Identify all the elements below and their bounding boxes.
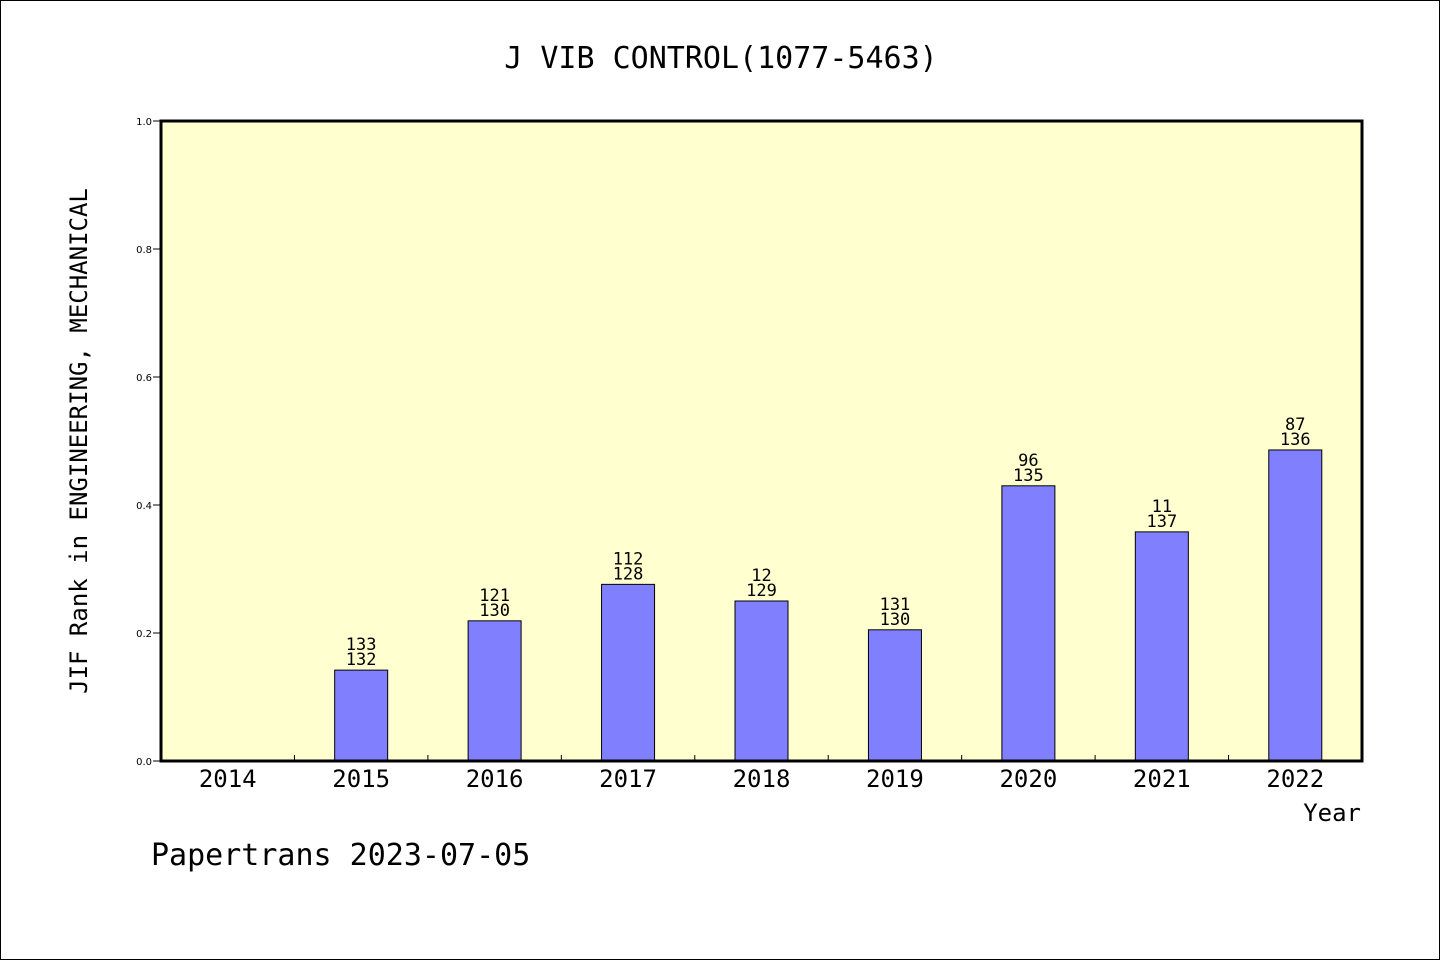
bar-rank-label: 12 — [751, 566, 771, 586]
bar-total-label: 137 — [1146, 512, 1177, 532]
x-tick-label: 2022 — [1266, 765, 1324, 793]
y-tick-label: 0.2 — [136, 629, 152, 640]
x-axis: 2014 2015 2016 2017 2018 2019 2020 2021 2022 — [199, 755, 1324, 793]
bar-total-label: 130 — [479, 601, 510, 621]
x-tick-label: 2016 — [466, 765, 524, 793]
x-tick-label: 2018 — [733, 765, 791, 793]
bar — [601, 583, 656, 762]
y-axis-label: JIF Rank in ENGINEERING, MECHANICAL — [65, 188, 93, 694]
y-tick-label: 0.6 — [136, 373, 152, 384]
x-tick-label: 2019 — [866, 765, 924, 793]
y-tick-label: 0.8 — [136, 245, 152, 256]
bar-rank-label: 11 — [1152, 497, 1172, 517]
x-tick-label: 2017 — [599, 765, 657, 793]
bar-rank-label: 131 — [880, 595, 911, 615]
bar — [867, 629, 922, 762]
bar — [334, 669, 389, 762]
bar-total-label: 136 — [1280, 430, 1311, 450]
y-tick-label: 0.0 — [136, 757, 152, 768]
bar-rank-label: 96 — [1018, 451, 1038, 471]
y-tick-label: 0.4 — [136, 501, 152, 512]
footer-credit: Papertrans 2023-07-05 — [151, 838, 530, 873]
x-axis-label: Year — [1303, 799, 1361, 827]
y-axis: 0.0 0.2 0.4 0.6 0.8 1.0 — [136, 117, 161, 768]
bar-rank-label: 87 — [1285, 415, 1305, 435]
x-tick-label: 2021 — [1133, 765, 1191, 793]
x-tick-label: 2015 — [332, 765, 390, 793]
bar-total-label: 132 — [346, 650, 377, 670]
bar-rank-label: 121 — [479, 586, 510, 606]
x-tick-label: 2020 — [999, 765, 1057, 793]
bar — [734, 600, 789, 762]
x-tick-label: 2014 — [199, 765, 257, 793]
plot-border — [159, 119, 1364, 763]
bar-rank-label: 133 — [346, 635, 377, 655]
bar — [1134, 531, 1189, 762]
bar — [1001, 485, 1056, 762]
chart-title: J VIB CONTROL(1077-5463) — [504, 41, 937, 76]
bar — [467, 620, 522, 762]
bar-total-label: 130 — [880, 610, 911, 630]
bar — [1268, 449, 1323, 762]
bar-total-label: 129 — [746, 581, 777, 601]
bar-rank-label: 112 — [613, 549, 644, 569]
bar-total-label: 128 — [613, 564, 644, 584]
y-tick-label: 1.0 — [136, 117, 152, 128]
bar-total-label: 135 — [1013, 466, 1044, 486]
